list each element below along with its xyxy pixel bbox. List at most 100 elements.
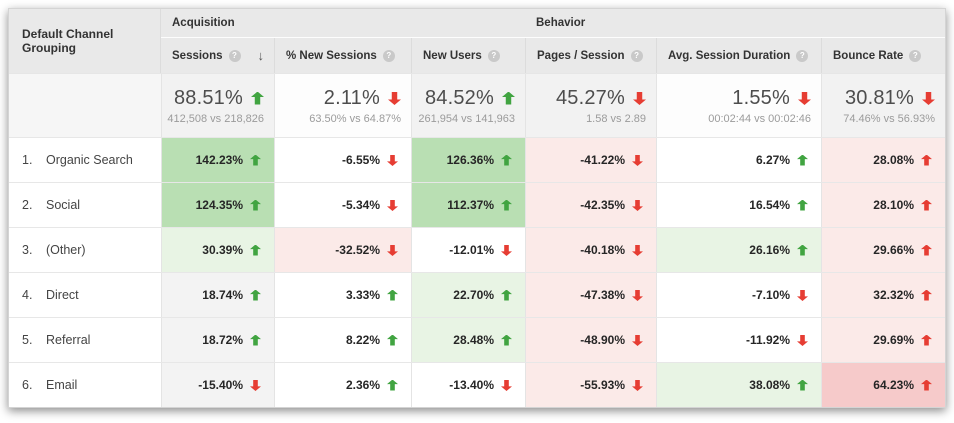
channel-label: Referral — [46, 333, 91, 347]
table-header: Default Channel Grouping Acquisition Ses… — [9, 9, 945, 73]
table-row: 4. Direct 18.74% 3.33% 22.70% -47.38% -7… — [9, 272, 945, 317]
channel-label: Organic Search — [46, 153, 133, 167]
dimension-header[interactable]: Default Channel Grouping — [9, 9, 161, 73]
row-index: 5. — [22, 333, 33, 347]
trend-up-icon — [501, 154, 512, 166]
trend-down-icon — [501, 245, 512, 256]
trend-up-icon — [250, 154, 261, 166]
trend-down-icon — [250, 380, 261, 391]
trend-up-icon — [501, 199, 512, 211]
trend-up-icon — [797, 154, 808, 166]
comparison-values: 63.50% vs 64.87% — [309, 112, 401, 125]
comparison-values: 412,508 vs 218,826 — [167, 112, 264, 125]
trend-up-icon — [921, 379, 932, 391]
trend-down-icon — [632, 245, 643, 256]
trend-down-icon — [797, 335, 808, 346]
trend-up-icon — [250, 199, 261, 211]
trend-up-icon — [797, 244, 808, 256]
row-index: 6. — [22, 378, 33, 392]
group-label-behavior: Behavior — [525, 9, 945, 38]
trend-up-icon — [387, 334, 398, 346]
row-index: 2. — [22, 198, 33, 212]
help-icon[interactable]: ? — [487, 49, 500, 62]
trend-down-icon — [633, 92, 646, 105]
table-row: 1. Organic Search 142.23% -6.55% 126.36%… — [9, 137, 945, 182]
trend-up-icon — [921, 289, 932, 301]
comparison-values: 74.46% vs 56.93% — [843, 112, 935, 125]
channel-label: Email — [46, 378, 78, 392]
summary-spacer — [9, 74, 161, 137]
summary-new-sessions: 2.11% 63.50% vs 64.87% — [274, 74, 411, 137]
column-header-sessions[interactable]: Sessions ? ↓ — [161, 38, 274, 73]
trend-down-icon — [632, 380, 643, 391]
trend-up-icon — [797, 199, 808, 211]
row-index: 4. — [22, 288, 33, 302]
summary-bounce-rate: 30.81% 74.46% vs 56.93% — [821, 74, 945, 137]
column-header-new-users[interactable]: New Users ? — [411, 38, 525, 73]
trend-down-icon — [388, 92, 401, 105]
help-icon[interactable]: ? — [796, 49, 809, 62]
table-row: 3. (Other) 30.39% -32.52% -12.01% -40.18… — [9, 227, 945, 272]
summary-row: 88.51% 412,508 vs 218,826 2.11% 63.50% v… — [9, 73, 945, 137]
sort-descending-icon[interactable]: ↓ — [257, 48, 265, 63]
summary-pages-session: 45.27% 1.58 vs 2.89 — [525, 74, 656, 137]
trend-up-icon — [921, 244, 932, 256]
trend-down-icon — [501, 380, 512, 391]
column-header-avg-session-duration[interactable]: Avg. Session Duration ? — [656, 38, 821, 73]
channel-label: (Other) — [46, 243, 86, 257]
trend-down-icon — [632, 335, 643, 346]
trend-up-icon — [387, 379, 398, 391]
analytics-comparison-table: Default Channel Grouping Acquisition Ses… — [8, 8, 946, 408]
column-header-new-sessions[interactable]: % New Sessions ? — [274, 38, 411, 73]
channel-cell[interactable]: 2. Social — [9, 183, 161, 227]
channel-cell[interactable]: 4. Direct — [9, 273, 161, 317]
channel-label: Direct — [46, 288, 79, 302]
help-icon[interactable]: ? — [382, 49, 395, 62]
channel-cell[interactable]: 3. (Other) — [9, 228, 161, 272]
trend-up-icon — [921, 199, 932, 211]
summary-avg-session-duration: 1.55% 00:02:44 vs 00:02:46 — [656, 74, 821, 137]
table-row: 5. Referral 18.72% 8.22% 28.48% -48.90% … — [9, 317, 945, 362]
trend-down-icon — [632, 155, 643, 166]
summary-new-users: 84.52% 261,954 vs 141,963 — [411, 74, 525, 137]
trend-down-icon — [387, 245, 398, 256]
comparison-values: 00:02:44 vs 00:02:46 — [708, 112, 811, 125]
channel-cell[interactable]: 1. Organic Search — [9, 138, 161, 182]
trend-down-icon — [632, 290, 643, 301]
column-header-bounce-rate[interactable]: Bounce Rate ? — [821, 38, 945, 73]
trend-down-icon — [797, 290, 808, 301]
row-index: 1. — [22, 153, 33, 167]
trend-up-icon — [250, 244, 261, 256]
trend-up-icon — [501, 289, 512, 301]
trend-up-icon — [797, 379, 808, 391]
trend-down-icon — [387, 155, 398, 166]
channel-label: Social — [46, 198, 81, 212]
trend-down-icon — [632, 200, 643, 211]
behavior-group: Behavior Pages / Session ? Avg. Session … — [525, 9, 945, 73]
trend-up-icon — [501, 334, 512, 346]
help-icon[interactable]: ? — [630, 49, 643, 62]
trend-up-icon — [921, 154, 932, 166]
summary-sessions: 88.51% 412,508 vs 218,826 — [161, 74, 274, 137]
trend-up-icon — [387, 289, 398, 301]
trend-up-icon — [251, 91, 264, 105]
help-icon[interactable]: ? — [909, 49, 922, 62]
trend-down-icon — [387, 200, 398, 211]
row-index: 3. — [22, 243, 33, 257]
table-row: 2. Social 124.35% -5.34% 112.37% -42.35%… — [9, 182, 945, 227]
channel-cell[interactable]: 5. Referral — [9, 318, 161, 362]
table-row: 6. Email -15.40% 2.36% -13.40% -55.93% 3… — [9, 362, 945, 407]
trend-down-icon — [922, 92, 935, 105]
group-label-acquisition: Acquisition — [161, 9, 525, 38]
trend-up-icon — [502, 91, 515, 105]
acquisition-group: Acquisition Sessions ? ↓ % New Sessions … — [161, 9, 525, 73]
comparison-values: 1.58 vs 2.89 — [586, 112, 646, 125]
column-header-pages-session[interactable]: Pages / Session ? — [525, 38, 656, 73]
comparison-values: 261,954 vs 141,963 — [418, 112, 515, 125]
trend-up-icon — [250, 289, 261, 301]
help-icon[interactable]: ? — [228, 49, 241, 62]
trend-up-icon — [921, 334, 932, 346]
trend-down-icon — [798, 92, 811, 105]
trend-up-icon — [250, 334, 261, 346]
channel-cell[interactable]: 6. Email — [9, 363, 161, 407]
